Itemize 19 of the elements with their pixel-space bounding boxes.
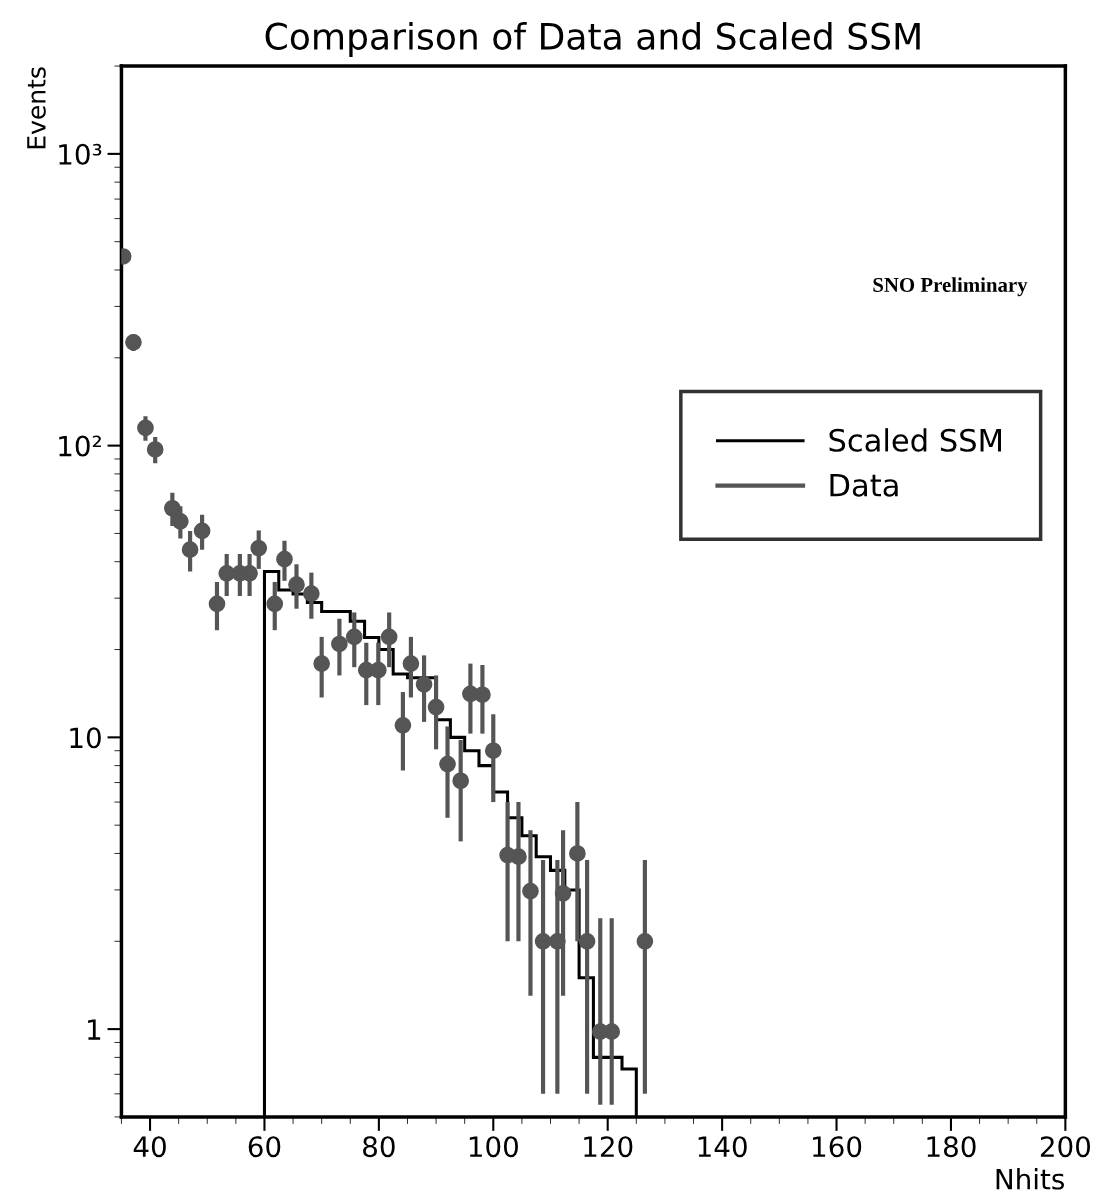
annotation: SNO Preliminary bbox=[873, 277, 1028, 297]
y-axis-title: Events bbox=[27, 67, 46, 149]
chart-title: Comparison of Data and Scaled SSM bbox=[265, 21, 920, 57]
x-tick-label: 60 bbox=[248, 1136, 281, 1158]
x-tick-label: 100 bbox=[469, 1136, 518, 1158]
y-tick-label: 10³ bbox=[59, 143, 102, 165]
x-tick-label: 120 bbox=[584, 1136, 633, 1158]
x-tick-label: 160 bbox=[813, 1136, 862, 1158]
y-tick-label: 10 bbox=[70, 727, 101, 749]
y-tick-label: 10² bbox=[59, 435, 101, 457]
x-tick-label: 180 bbox=[927, 1136, 976, 1158]
x-tick-label: 200 bbox=[1040, 1136, 1091, 1158]
legend-label: Data bbox=[830, 473, 898, 497]
x-tick-label: 80 bbox=[363, 1136, 395, 1158]
x-axis-title: Nhits bbox=[996, 1168, 1065, 1190]
y-tick-label: 1 bbox=[88, 1019, 101, 1040]
legend-label: Scaled SSM bbox=[829, 428, 1001, 452]
x-tick-label: 140 bbox=[698, 1136, 747, 1158]
x-tick-label: 40 bbox=[133, 1136, 166, 1158]
